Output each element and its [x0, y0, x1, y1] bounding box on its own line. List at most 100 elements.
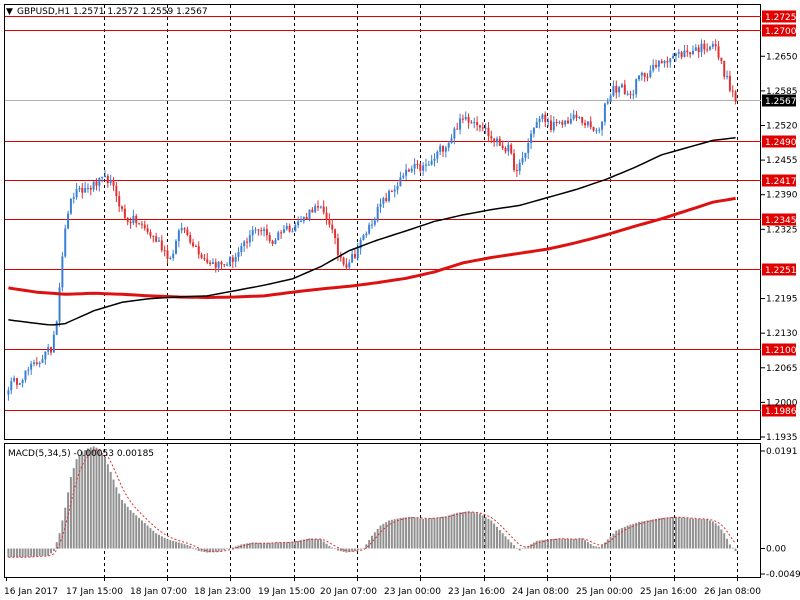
candle-down — [655, 64, 658, 67]
macd-bar — [351, 548, 354, 552]
macd-bar — [112, 479, 115, 549]
candle-up — [430, 160, 433, 165]
candle-up — [691, 50, 694, 55]
candle-up — [274, 240, 277, 244]
macd-bar — [115, 487, 118, 549]
macd-bar — [547, 539, 550, 549]
macd-bar — [325, 543, 328, 549]
level-label-bg — [762, 174, 796, 187]
candle-up — [521, 157, 524, 163]
macd-bar — [689, 518, 692, 549]
candle-up — [24, 370, 27, 381]
macd-bar — [649, 519, 652, 549]
macd-bar — [47, 548, 50, 556]
candle-down — [280, 232, 283, 234]
macd-bar — [194, 548, 197, 550]
macd-bar — [95, 447, 98, 549]
level-label: 1.2345 — [765, 216, 797, 226]
candle-down — [646, 76, 649, 78]
candle-down — [334, 229, 337, 239]
macd-bar — [263, 543, 266, 549]
candle-down — [328, 219, 331, 225]
macd-bar — [666, 517, 669, 549]
macd-bar — [410, 516, 413, 549]
candle-up — [424, 164, 427, 166]
macd-bar — [67, 492, 70, 549]
candle-up — [393, 189, 396, 192]
candle-up — [601, 121, 604, 130]
candle-up — [211, 262, 214, 264]
macd-bar — [365, 544, 368, 549]
candles — [7, 39, 737, 401]
macd-bar — [717, 525, 720, 549]
macd-bar — [121, 500, 124, 549]
level-label-bg — [762, 135, 796, 148]
macd-bar — [694, 518, 697, 549]
candle-down — [143, 224, 146, 229]
candle-down — [209, 262, 212, 264]
macd-bar — [481, 515, 484, 549]
macd-bar — [197, 548, 200, 552]
macd-bar — [549, 539, 552, 549]
macd-bar — [160, 536, 163, 549]
candle-down — [623, 84, 626, 94]
candle-down — [728, 75, 731, 91]
macd-bar — [322, 541, 325, 549]
candle-down — [442, 146, 445, 152]
x-tick-label: 18 Jan 23:00 — [194, 587, 251, 597]
candle-down — [336, 238, 339, 255]
candle-up — [67, 213, 70, 229]
ma-slow-line — [8, 196, 736, 299]
macd-bar — [27, 548, 30, 557]
macd-bar — [311, 538, 314, 549]
candle-down — [214, 262, 217, 268]
candle-up — [282, 229, 285, 233]
macd-bar — [686, 518, 689, 549]
macd-bar — [513, 545, 516, 549]
candle-up — [547, 120, 550, 122]
candle-down — [592, 127, 595, 131]
macd-bar — [339, 548, 342, 552]
candle-up — [530, 133, 533, 144]
candle-up — [177, 230, 180, 242]
macd-bar — [385, 522, 388, 549]
macd-bar — [478, 513, 481, 549]
candle-down — [660, 60, 663, 64]
macd-bar — [615, 530, 618, 549]
candle-down — [271, 241, 274, 244]
candle-down — [515, 169, 518, 171]
macd-bar — [345, 548, 348, 553]
macd-bar — [15, 548, 18, 558]
candle-up — [302, 217, 305, 222]
macd-bar — [10, 548, 13, 558]
level-lines[interactable]: 1.2725 1.2700 1.2490 1.2417 1.2345 1.2251 1.21… — [5, 10, 797, 418]
candle-down — [160, 240, 163, 251]
candle-up — [10, 381, 13, 391]
macd-indicator — [7, 446, 737, 558]
candle-down — [467, 117, 470, 123]
macd-bar — [447, 515, 450, 549]
candle-up — [13, 378, 16, 382]
macd-bar — [453, 513, 456, 549]
chart-title-arrow[interactable]: ▼ — [6, 7, 13, 17]
macd-bar — [35, 548, 38, 557]
candle-down — [461, 118, 464, 120]
candle-down — [584, 122, 587, 126]
candle-up — [586, 121, 589, 126]
x-tick-label: 16 Jan 2017 — [4, 587, 58, 597]
macd-bar — [609, 536, 612, 549]
candle-up — [569, 118, 572, 124]
candle-up — [700, 43, 703, 53]
candle-up — [362, 235, 365, 240]
candle-down — [501, 145, 504, 149]
candle-up — [436, 151, 439, 159]
candle-up — [609, 95, 612, 102]
level-label: 1.2251 — [765, 266, 797, 276]
candle-up — [484, 127, 487, 129]
candle-up — [84, 188, 87, 193]
candle-down — [697, 47, 700, 53]
candle-up — [58, 287, 61, 322]
macd-bar — [274, 542, 277, 549]
candle-up — [248, 235, 251, 243]
